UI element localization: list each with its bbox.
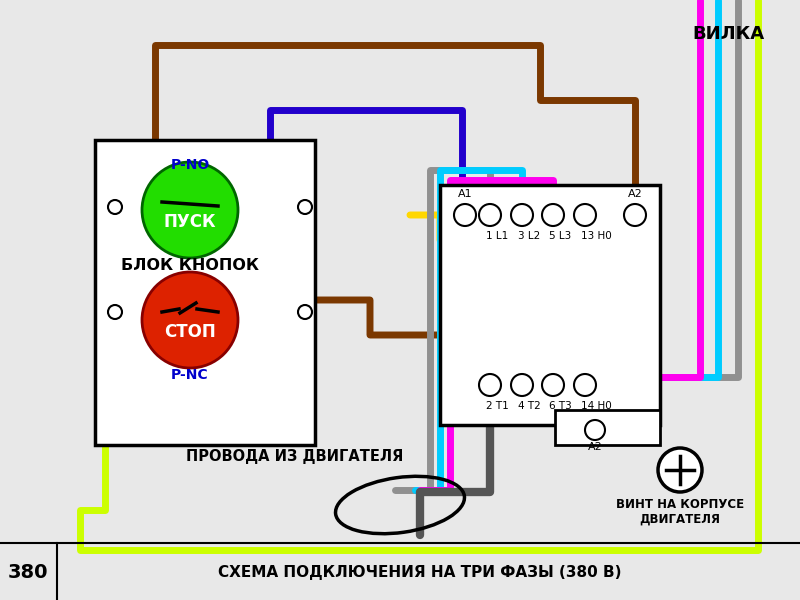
Text: СХЕМА ПОДКЛЮЧЕНИЯ НА ТРИ ФАЗЫ (380 В): СХЕМА ПОДКЛЮЧЕНИЯ НА ТРИ ФАЗЫ (380 В) — [218, 565, 622, 580]
Text: A2: A2 — [628, 189, 642, 199]
Circle shape — [142, 162, 238, 258]
Circle shape — [542, 374, 564, 396]
Text: ВИЛКА: ВИЛКА — [692, 25, 764, 43]
Circle shape — [479, 204, 501, 226]
Text: A2: A2 — [588, 442, 602, 452]
Circle shape — [108, 305, 122, 319]
Circle shape — [542, 204, 564, 226]
Circle shape — [454, 204, 476, 226]
Text: 4 T2: 4 T2 — [518, 401, 541, 411]
Text: ПРОВОДА ИЗ ДВИГАТЕЛЯ: ПРОВОДА ИЗ ДВИГАТЕЛЯ — [186, 449, 404, 464]
Circle shape — [108, 200, 122, 214]
Text: 1 L1: 1 L1 — [486, 231, 508, 241]
Circle shape — [658, 448, 702, 492]
Circle shape — [574, 374, 596, 396]
Bar — [95, 140, 315, 445]
Circle shape — [624, 204, 646, 226]
Text: 14 H0: 14 H0 — [581, 401, 612, 411]
Circle shape — [574, 204, 596, 226]
Text: P-NC: P-NC — [171, 368, 209, 382]
Circle shape — [142, 272, 238, 368]
Bar — [440, 185, 660, 425]
Circle shape — [511, 204, 533, 226]
Text: СТОП: СТОП — [164, 323, 216, 341]
Text: 6 T3: 6 T3 — [549, 401, 572, 411]
Circle shape — [298, 305, 312, 319]
Circle shape — [511, 374, 533, 396]
Text: 5 L3: 5 L3 — [549, 231, 571, 241]
Text: ВИНТ НА КОРПУСЕ
ДВИГАТЕЛЯ: ВИНТ НА КОРПУСЕ ДВИГАТЕЛЯ — [616, 498, 744, 526]
Circle shape — [585, 420, 605, 440]
Text: A1: A1 — [458, 189, 472, 199]
Text: БЛОК КНОПОК: БЛОК КНОПОК — [121, 257, 259, 272]
Text: P-NO: P-NO — [170, 158, 210, 172]
Text: 2 T1: 2 T1 — [486, 401, 509, 411]
Circle shape — [298, 200, 312, 214]
Text: 13 H0: 13 H0 — [581, 231, 612, 241]
Text: ПУСК: ПУСК — [164, 213, 216, 231]
Bar — [555, 410, 660, 445]
Text: 3 L2: 3 L2 — [518, 231, 540, 241]
Text: 380: 380 — [8, 563, 48, 581]
Circle shape — [479, 374, 501, 396]
